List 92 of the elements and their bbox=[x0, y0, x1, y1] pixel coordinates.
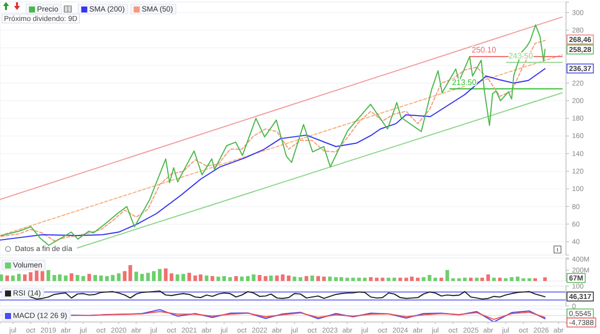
bar bbox=[322, 276, 326, 281]
bar bbox=[374, 278, 379, 281]
bar bbox=[222, 276, 226, 281]
bar bbox=[204, 276, 208, 281]
bar bbox=[158, 268, 162, 281]
bar bbox=[122, 271, 127, 281]
bar bbox=[468, 278, 473, 281]
bar bbox=[392, 278, 396, 281]
bar bbox=[269, 276, 273, 281]
bar bbox=[422, 277, 426, 281]
bar bbox=[70, 273, 74, 281]
bar bbox=[17, 274, 21, 281]
bar bbox=[275, 276, 279, 281]
bar bbox=[134, 272, 138, 281]
bar bbox=[457, 278, 461, 281]
bar bbox=[58, 274, 62, 281]
bar bbox=[176, 274, 180, 281]
bar bbox=[316, 276, 320, 281]
bar bbox=[386, 278, 390, 281]
bar bbox=[310, 276, 314, 281]
bar bbox=[404, 278, 408, 281]
bar bbox=[40, 271, 44, 281]
bar bbox=[298, 277, 302, 281]
bar bbox=[258, 274, 262, 281]
bar bbox=[193, 276, 198, 281]
annotation: 250.10 bbox=[472, 46, 497, 55]
bar bbox=[87, 274, 92, 281]
bar bbox=[164, 268, 168, 281]
bar bbox=[510, 277, 514, 281]
bar bbox=[498, 278, 502, 281]
bar bbox=[334, 277, 338, 281]
bar bbox=[292, 276, 296, 281]
bar bbox=[451, 278, 455, 281]
bar bbox=[46, 270, 50, 281]
bar bbox=[216, 276, 220, 281]
bar bbox=[152, 271, 156, 281]
bar bbox=[486, 274, 490, 281]
bar bbox=[463, 278, 467, 281]
bar bbox=[198, 274, 202, 281]
bar bbox=[170, 273, 174, 281]
bar bbox=[240, 276, 244, 281]
bar bbox=[0, 274, 3, 281]
bar bbox=[304, 276, 308, 281]
bar bbox=[328, 276, 332, 281]
bar bbox=[439, 278, 444, 281]
bar bbox=[116, 273, 121, 281]
bar bbox=[380, 278, 384, 281]
bar bbox=[11, 276, 15, 281]
bar bbox=[339, 277, 344, 281]
bar bbox=[434, 278, 438, 281]
bar bbox=[368, 277, 373, 281]
bar bbox=[357, 278, 361, 281]
bar bbox=[445, 270, 450, 281]
bar bbox=[516, 276, 520, 281]
bar bbox=[351, 278, 355, 281]
bar bbox=[76, 274, 80, 281]
line-series bbox=[30, 290, 546, 300]
bar bbox=[480, 278, 484, 281]
bar bbox=[81, 276, 86, 281]
bar bbox=[234, 276, 238, 281]
bar bbox=[474, 278, 479, 281]
bar bbox=[252, 274, 256, 281]
bar bbox=[543, 277, 547, 281]
bar bbox=[5, 276, 9, 281]
bar bbox=[28, 272, 32, 281]
bar bbox=[280, 274, 285, 281]
bar bbox=[99, 276, 103, 281]
bar bbox=[228, 277, 232, 281]
bar bbox=[64, 276, 68, 281]
bar bbox=[140, 274, 144, 281]
bar bbox=[128, 265, 132, 281]
bar bbox=[264, 276, 268, 281]
bar bbox=[181, 274, 186, 281]
bar bbox=[105, 276, 109, 281]
bar bbox=[286, 276, 291, 281]
bar bbox=[492, 278, 496, 281]
bar bbox=[23, 274, 27, 281]
bar bbox=[110, 274, 115, 281]
bar bbox=[246, 276, 250, 281]
bar bbox=[345, 278, 350, 281]
bar bbox=[410, 276, 414, 281]
bar bbox=[362, 278, 367, 281]
bar bbox=[146, 272, 150, 281]
bar bbox=[210, 276, 214, 281]
bar bbox=[52, 274, 56, 281]
bar bbox=[398, 278, 402, 281]
bar bbox=[93, 274, 98, 281]
bar bbox=[416, 278, 420, 281]
bar bbox=[187, 272, 192, 281]
bar bbox=[428, 274, 432, 281]
bar bbox=[34, 270, 38, 281]
annotation: 213.50 bbox=[452, 78, 478, 87]
